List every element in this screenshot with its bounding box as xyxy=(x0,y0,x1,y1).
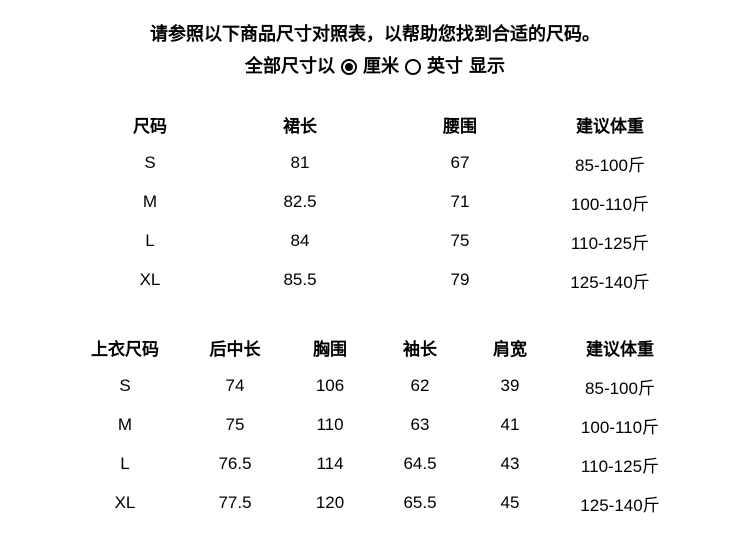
col-header: 尺码 xyxy=(75,105,225,144)
table-row: XL 77.5 120 65.5 45 125-140斤 xyxy=(65,484,685,523)
cell: 45 xyxy=(465,484,555,523)
col-header: 肩宽 xyxy=(465,328,555,367)
col-header: 腰围 xyxy=(375,105,545,144)
cell: 75 xyxy=(375,222,545,261)
cell: 100-110斤 xyxy=(555,406,685,445)
table-row: L 84 75 110-125斤 xyxy=(75,222,675,261)
cell: 81 xyxy=(225,144,375,183)
cell: 43 xyxy=(465,445,555,484)
cell: L xyxy=(75,222,225,261)
cell: 41 xyxy=(465,406,555,445)
cell: 110-125斤 xyxy=(545,222,675,261)
unit-cm-label[interactable]: 厘米 xyxy=(363,50,399,82)
table-row: S 81 67 85-100斤 xyxy=(75,144,675,183)
instruction-text: 请参照以下商品尺寸对照表，以帮助您找到合适的尺码。 xyxy=(0,18,750,50)
cell: L xyxy=(65,445,185,484)
cell: 65.5 xyxy=(375,484,465,523)
cell: XL xyxy=(65,484,185,523)
cell: S xyxy=(75,144,225,183)
cell: 82.5 xyxy=(225,183,375,222)
cell: 67 xyxy=(375,144,545,183)
cell: 85-100斤 xyxy=(555,367,685,406)
cell: 114 xyxy=(285,445,375,484)
unit-selector-row: 全部尺寸以 厘米 英寸 显示 xyxy=(0,50,750,82)
cell: XL xyxy=(75,261,225,300)
cell: 125-140斤 xyxy=(545,261,675,300)
table-row: L 76.5 114 64.5 43 110-125斤 xyxy=(65,445,685,484)
cell: 63 xyxy=(375,406,465,445)
cell: 75 xyxy=(185,406,285,445)
col-header: 胸围 xyxy=(285,328,375,367)
cell: 79 xyxy=(375,261,545,300)
size-table-skirt: 尺码 裙长 腰围 建议体重 S 81 67 85-100斤 M 82.5 71 … xyxy=(75,105,675,300)
table-row: M 82.5 71 100-110斤 xyxy=(75,183,675,222)
unit-suffix: 显示 xyxy=(469,50,505,82)
cell: 110 xyxy=(285,406,375,445)
cell: 77.5 xyxy=(185,484,285,523)
cell: 71 xyxy=(375,183,545,222)
cell: 74 xyxy=(185,367,285,406)
col-header: 建议体重 xyxy=(555,328,685,367)
cell: 76.5 xyxy=(185,445,285,484)
size-table-top: 上衣尺码 后中长 胸围 袖长 肩宽 建议体重 S 74 106 62 39 85… xyxy=(65,328,685,523)
table-row: XL 85.5 79 125-140斤 xyxy=(75,261,675,300)
radio-cm[interactable] xyxy=(341,59,357,75)
cell: 85.5 xyxy=(225,261,375,300)
table-row: S 74 106 62 39 85-100斤 xyxy=(65,367,685,406)
cell: 100-110斤 xyxy=(545,183,675,222)
col-header: 建议体重 xyxy=(545,105,675,144)
cell: 120 xyxy=(285,484,375,523)
cell: 106 xyxy=(285,367,375,406)
col-header: 袖长 xyxy=(375,328,465,367)
radio-inch[interactable] xyxy=(405,59,421,75)
cell: 39 xyxy=(465,367,555,406)
cell: M xyxy=(75,183,225,222)
cell: 84 xyxy=(225,222,375,261)
table-row: M 75 110 63 41 100-110斤 xyxy=(65,406,685,445)
cell: S xyxy=(65,367,185,406)
cell: 62 xyxy=(375,367,465,406)
cell: 64.5 xyxy=(375,445,465,484)
cell: 85-100斤 xyxy=(545,144,675,183)
unit-inch-label[interactable]: 英寸 xyxy=(427,50,463,82)
cell: M xyxy=(65,406,185,445)
col-header: 裙长 xyxy=(225,105,375,144)
cell: 110-125斤 xyxy=(555,445,685,484)
cell: 125-140斤 xyxy=(555,484,685,523)
col-header: 后中长 xyxy=(185,328,285,367)
unit-prefix: 全部尺寸以 xyxy=(245,50,335,82)
col-header: 上衣尺码 xyxy=(65,328,185,367)
